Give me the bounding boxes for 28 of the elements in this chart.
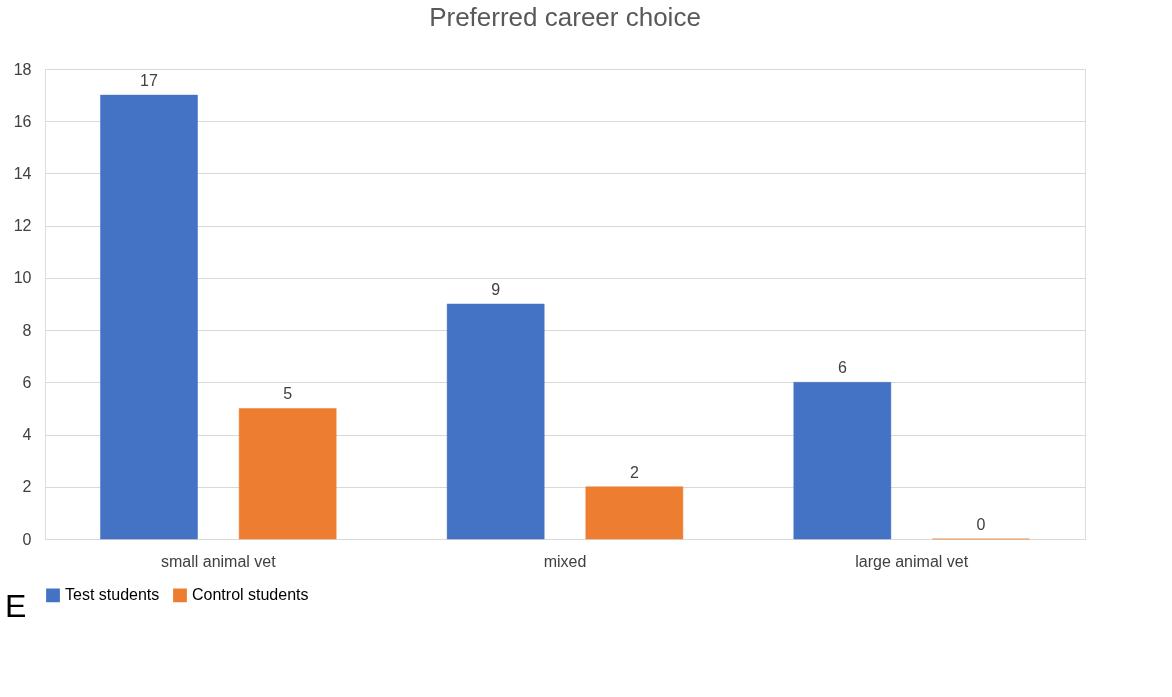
bar	[238, 408, 337, 540]
data-label: 5	[283, 385, 293, 403]
y-tick-label: 6	[22, 373, 32, 391]
y-tick-label: 0	[22, 530, 32, 548]
legend-label: Test students	[65, 586, 160, 604]
x-tick-label: small animal vet	[160, 552, 277, 570]
data-label: 17	[140, 72, 158, 90]
data-label: 2	[629, 463, 639, 481]
x-tick-label: mixed	[543, 552, 587, 570]
data-label: 6	[837, 359, 847, 377]
bar	[585, 486, 684, 540]
y-tick-label: 10	[13, 269, 32, 287]
bar	[446, 303, 545, 540]
bar	[793, 382, 892, 540]
y-tick-label: 8	[22, 321, 32, 339]
bar	[100, 94, 198, 540]
y-tick-label: 2	[22, 478, 32, 496]
x-tick-label: large animal vet	[855, 552, 969, 570]
data-label: 0	[976, 516, 986, 533]
legend-label: Control students	[192, 586, 309, 604]
chart-title: Preferred career choice	[429, 2, 701, 32]
y-tick-label: 14	[13, 164, 32, 182]
y-tick-label: 18	[13, 60, 32, 78]
y-tick-label: 16	[13, 112, 32, 130]
y-tick-label: 4	[22, 426, 32, 444]
data-label: 9	[491, 281, 501, 298]
text: E	[5, 588, 27, 624]
y-tick-label: 12	[13, 217, 32, 235]
